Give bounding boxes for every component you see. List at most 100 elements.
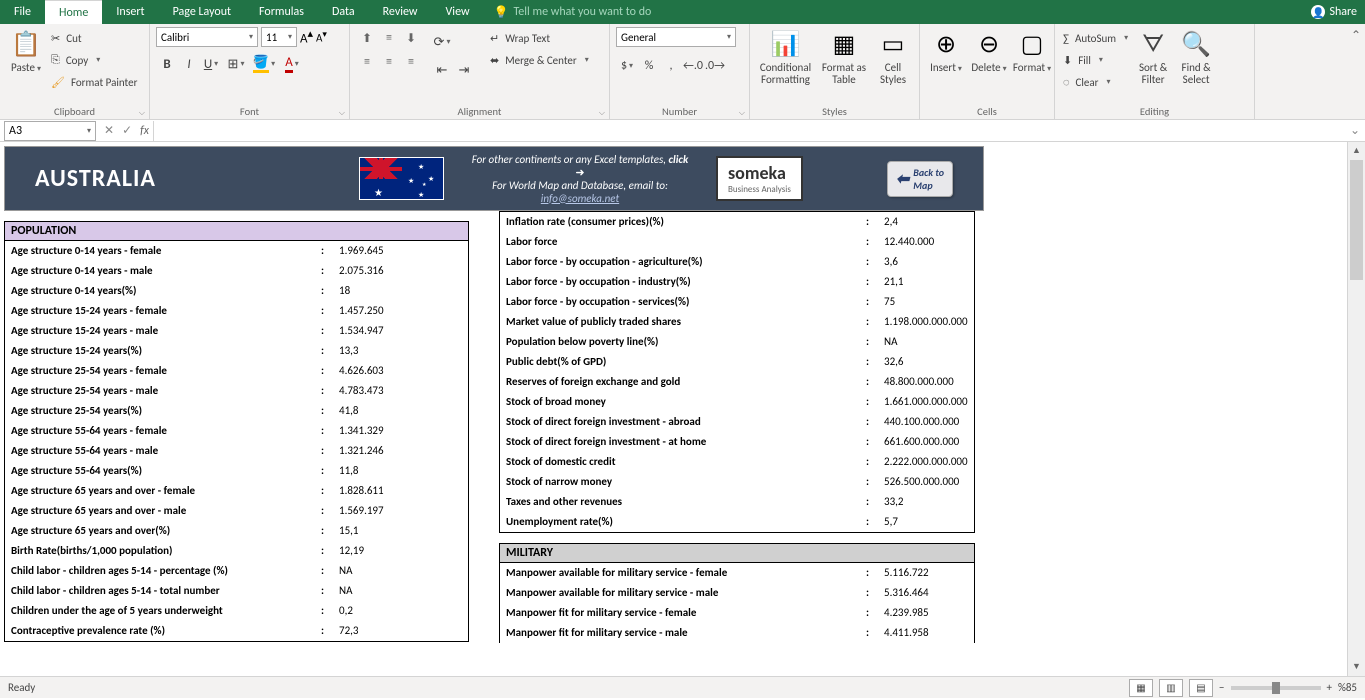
find-select-button[interactable]: 🔍Find & Select [1176, 27, 1216, 88]
table-row: Labor force - by occupation - industry(%… [500, 272, 974, 292]
table-row: Population below poverty line(%):NA [500, 332, 974, 352]
formula-input[interactable] [153, 121, 1345, 141]
tab-insert[interactable]: Insert [102, 0, 158, 24]
someka-logo: somekaBusiness Analysis [716, 156, 803, 201]
row-value: NA [333, 562, 462, 580]
tab-page-layout[interactable]: Page Layout [159, 0, 245, 24]
header-info-text: For other continents or any Excel templa… [468, 153, 692, 205]
tab-file[interactable]: File [0, 0, 45, 24]
align-top-icon[interactable]: ⬆ [356, 27, 378, 49]
collapse-ribbon-icon[interactable]: ⌃ [1351, 28, 1361, 43]
cut-button[interactable]: ✂Cut [49, 27, 139, 49]
paste-button[interactable]: 📋 Paste▾ [6, 27, 46, 77]
increase-indent-button[interactable]: ⇥ [453, 59, 475, 81]
country-title: AUSTRALIA [35, 164, 335, 193]
decrease-decimal-button[interactable]: .0→ [704, 55, 726, 77]
increase-decimal-button[interactable]: ←.0 [682, 55, 704, 77]
borders-button[interactable]: ⊞▾ [222, 53, 250, 75]
fill-color-button[interactable]: 🪣▾ [250, 53, 278, 75]
currency-button[interactable]: $▾ [616, 55, 638, 77]
percent-button[interactable]: % [638, 55, 660, 77]
clear-button[interactable]: ◌Clear▾ [1061, 71, 1130, 93]
conditional-formatting-button[interactable]: 📊Conditional Formatting [756, 27, 815, 88]
format-cells-button[interactable]: ▢Format▾ [1012, 27, 1052, 77]
view-normal-button[interactable]: ▦ [1129, 679, 1153, 697]
format-as-table-button[interactable]: ▦Format as Table [818, 27, 870, 88]
expand-formula-bar-icon[interactable]: ⌄ [1345, 123, 1365, 138]
font-name-select[interactable]: Calibri▾ [156, 27, 258, 47]
zoom-out-icon[interactable]: − [1219, 681, 1224, 694]
tab-home[interactable]: Home [45, 0, 102, 24]
row-value: 1.534.947 [333, 322, 462, 340]
table-row: Age structure 65 years and over(%):15,1 [5, 521, 468, 541]
copy-button[interactable]: ⎘Copy▾ [49, 49, 139, 71]
italic-button[interactable]: I [178, 53, 200, 75]
row-key: Age structure 55-64 years - female [11, 422, 321, 440]
worksheet-area[interactable]: AUSTRALIA ★ ★ ★ ★ ★ ★ For other continen… [0, 142, 1365, 676]
cell-styles-button[interactable]: ▭Cell Styles [873, 27, 913, 88]
table-row: Unemployment rate(%):5,7 [500, 512, 974, 532]
delete-cells-button[interactable]: ⊖Delete▾ [969, 27, 1009, 77]
scrollbar-thumb[interactable] [1350, 160, 1363, 280]
underline-button[interactable]: U▾ [200, 53, 222, 75]
align-center-icon[interactable]: ≡ [378, 51, 400, 73]
table-row: Age structure 15-24 years - female:1.457… [5, 301, 468, 321]
zoom-in-icon[interactable]: + [1327, 681, 1332, 694]
email-link[interactable]: info@someka.net [541, 192, 619, 205]
fx-icon[interactable]: fx [140, 124, 149, 138]
table-row: Stock of direct foreign investment - at … [500, 432, 974, 452]
scroll-up-icon[interactable]: ▲ [1348, 142, 1365, 160]
tab-review[interactable]: Review [369, 0, 432, 24]
decrease-font-icon[interactable]: A▾ [316, 29, 327, 45]
font-size-select[interactable]: 11▾ [261, 27, 297, 47]
cancel-formula-icon[interactable]: ✕ [104, 123, 114, 138]
table-row: Children under the age of 5 years underw… [5, 601, 468, 621]
align-left-icon[interactable]: ≡ [356, 51, 378, 73]
table-row: Stock of domestic credit:2.222.000.000.0… [500, 452, 974, 472]
row-key: Stock of direct foreign investment - abr… [506, 413, 866, 431]
vertical-scrollbar[interactable]: ▲ ▼ [1347, 142, 1365, 676]
row-value: 15,1 [333, 522, 462, 540]
scroll-down-icon[interactable]: ▼ [1348, 658, 1365, 676]
insert-cells-button[interactable]: ⊕Insert▾ [926, 27, 966, 77]
table-row: Child labor - children ages 5-14 - total… [5, 581, 468, 601]
autosum-button[interactable]: ∑AutoSum▾ [1061, 27, 1130, 49]
table-row: Market value of publicly traded shares:1… [500, 312, 974, 332]
font-color-button[interactable]: A▾ [278, 53, 306, 75]
orientation-button[interactable]: ⟳▾ [431, 31, 453, 53]
row-key: Age structure 65 years and over - female [11, 482, 321, 500]
format-painter-button[interactable]: 🖌Format Painter [49, 71, 139, 93]
merge-center-button[interactable]: ⬌Merge & Center▾ [488, 49, 591, 71]
accept-formula-icon[interactable]: ✓ [122, 123, 132, 138]
group-cells-label: Cells [926, 105, 1048, 120]
back-to-map-button[interactable]: ⬅Back to Map [887, 161, 953, 197]
comma-button[interactable]: , [660, 55, 682, 77]
row-value: 1.569.197 [333, 502, 462, 520]
bold-button[interactable]: B [156, 53, 178, 75]
tab-data[interactable]: Data [318, 0, 369, 24]
fill-button[interactable]: ⬇Fill▾ [1061, 49, 1130, 71]
share-button[interactable]: 👤Share [1311, 5, 1357, 19]
align-bottom-icon[interactable]: ⬇ [400, 27, 422, 49]
align-middle-icon[interactable]: ≡ [378, 27, 400, 49]
table-row: Manpower fit for military service - male… [500, 623, 974, 643]
table-row: Birth Rate(births/1,000 population):12,1… [5, 541, 468, 561]
tab-view[interactable]: View [432, 0, 484, 24]
tab-formulas[interactable]: Formulas [245, 0, 318, 24]
table-row: Age structure 0-14 years - male:2.075.31… [5, 261, 468, 281]
name-box[interactable]: A3▾ [4, 121, 96, 141]
row-key: Market value of publicly traded shares [506, 313, 866, 331]
view-page-break-button[interactable]: ▤ [1189, 679, 1213, 697]
row-value: 12,19 [333, 542, 462, 560]
row-value: 11,8 [333, 462, 462, 480]
number-format-select[interactable]: General▾ [616, 27, 736, 47]
decrease-indent-button[interactable]: ⇤ [431, 59, 453, 81]
view-page-layout-button[interactable]: ▥ [1159, 679, 1183, 697]
increase-font-icon[interactable]: A▴ [300, 27, 313, 46]
sort-filter-button[interactable]: ᗊSort & Filter [1133, 27, 1173, 88]
zoom-slider[interactable] [1231, 686, 1321, 690]
tell-me-search[interactable]: 💡Tell me what you want to do [494, 5, 652, 20]
group-font-label: Font [156, 105, 343, 120]
wrap-text-button[interactable]: ↵Wrap Text [488, 27, 591, 49]
align-right-icon[interactable]: ≡ [400, 51, 422, 73]
